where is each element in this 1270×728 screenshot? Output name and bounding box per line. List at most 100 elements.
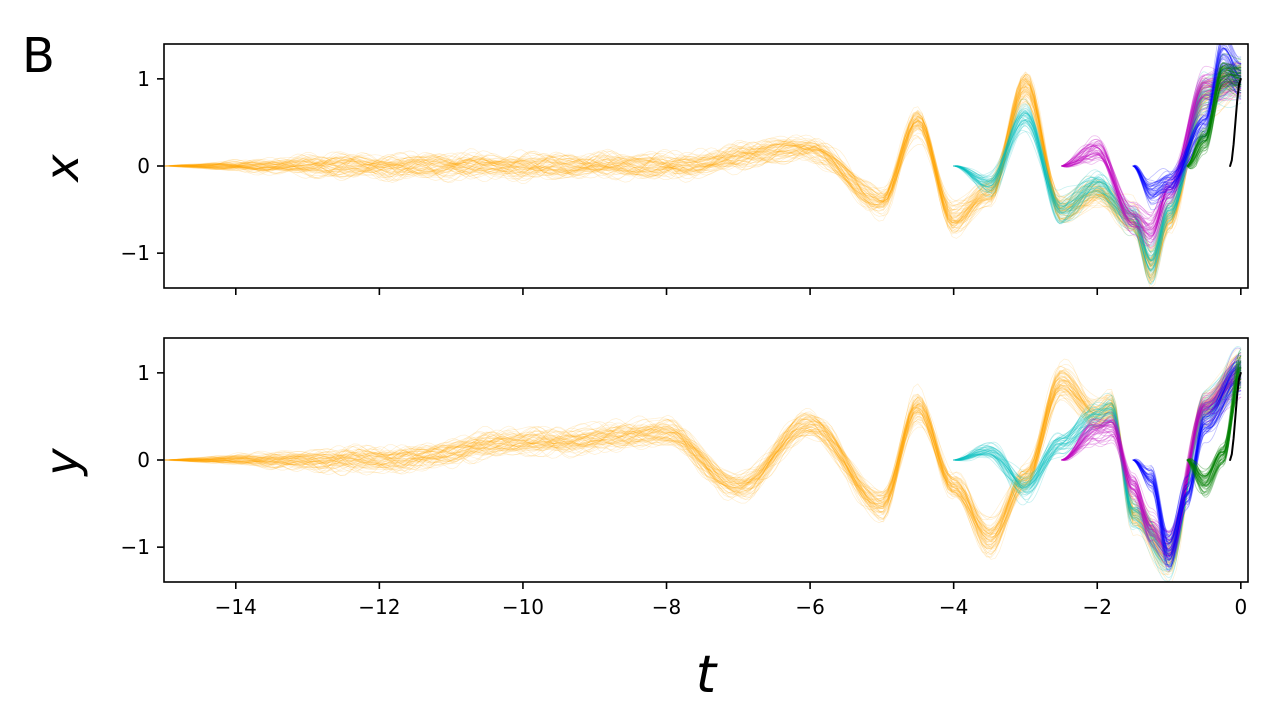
cyan-trajectory [953,377,1242,556]
blue-trajectory [1132,371,1242,562]
cyan-trajectory [953,76,1242,270]
magenta-trajectory [1061,377,1242,552]
magenta-trajectory [1061,389,1242,532]
bottom-ticks: −14 −12 −10 −8 −6 −4 −2 0−101 [121,361,1248,619]
magenta-trajectory [1061,363,1242,557]
orange-trajectory [164,376,1242,556]
magenta-trajectory [1061,97,1242,213]
magenta-trajectory [1061,361,1242,556]
cyan-trajectory [953,366,1242,566]
green-trajectory [1186,65,1242,167]
cyan-trajectory [953,70,1242,271]
orange-trajectory [164,369,1242,564]
orange-trajectory [164,79,1242,267]
green-trajectory [1186,365,1242,497]
blue-trajectory [1132,44,1242,204]
green-trajectory [1186,376,1242,478]
blue-trajectory [1132,70,1242,184]
cyan-trajectory [953,75,1242,262]
cyan-trajectory [953,74,1242,262]
blue-trajectory [1132,68,1242,187]
magenta-trajectory [1061,76,1242,229]
blue-trajectory [1132,367,1242,557]
green-trajectory [1186,367,1242,480]
orange-trajectory [164,377,1242,545]
magenta-trajectory [1061,375,1242,548]
cyan-trajectory [953,366,1242,564]
blue-trajectory [1132,364,1242,557]
magenta-trajectory [1061,73,1242,235]
magenta-trajectory [1061,74,1242,243]
blue-trajectory [1132,47,1242,192]
orange-trajectory [164,78,1242,261]
blue-trajectory [1132,44,1242,196]
orange-trajectory [164,71,1242,277]
cyan-trajectory [953,86,1242,257]
blue-trajectory [1132,374,1242,541]
magenta-trajectory [1061,366,1242,558]
panel-label: B [22,28,55,84]
orange-trajectory [164,372,1242,544]
blue-trajectory [1132,370,1242,542]
magenta-trajectory [1061,78,1242,237]
orange-trajectory [164,84,1242,259]
cyan-trajectory [953,89,1242,261]
black-trajectory [1229,77,1242,167]
green-trajectory [1186,368,1242,498]
cyan-trajectory [953,78,1242,261]
orange-trajectory [164,61,1242,284]
magenta-trajectory [1061,378,1242,551]
magenta-trajectory [1061,81,1242,228]
green-trajectory [1186,74,1242,167]
magenta-trajectory [1061,74,1242,232]
cyan-trajectory [953,372,1242,553]
blue-trajectory [1132,47,1242,197]
cyan-trajectory [953,350,1242,582]
magenta-trajectory [1061,379,1242,548]
cyan-trajectory [953,376,1242,553]
green-trajectory [1186,79,1242,167]
orange-trajectory [164,74,1242,272]
orange-trajectory [164,381,1242,554]
magenta-trajectory [1061,90,1242,216]
y-tick-label: 0 [137,154,150,178]
orange-trajectory [164,354,1242,567]
cyan-trajectory [953,375,1242,557]
blue-trajectory [1132,58,1242,189]
cyan-trajectory [953,93,1242,247]
magenta-trajectory [1061,367,1242,557]
blue-trajectory [1132,44,1242,199]
orange-trajectory [164,355,1242,568]
orange-trajectory [164,370,1242,558]
green-trajectory [1186,386,1242,482]
orange-trajectory [164,364,1242,561]
blue-trajectory [1132,63,1242,206]
green-trajectory [1186,366,1242,480]
bottom-xlabel: t [696,645,718,705]
cyan-trajectory [953,73,1242,261]
green-trajectory [1186,64,1242,169]
cyan-trajectory [953,365,1242,570]
orange-trajectory [164,73,1242,275]
blue-trajectory [1132,44,1242,211]
y-tick-label: −1 [121,241,150,265]
orange-trajectory [164,78,1242,262]
orange-trajectory [164,78,1242,267]
cyan-trajectory [953,72,1242,265]
orange-trajectory [164,61,1242,277]
orange-trajectory [164,65,1242,282]
orange-trajectory [164,367,1242,566]
bottom-ylabel: y [35,448,89,478]
magenta-trajectory [1061,76,1242,229]
bottom-trajectories [164,346,1242,582]
green-trajectory [1186,370,1242,483]
orange-trajectory [164,367,1242,564]
cyan-trajectory [953,77,1242,272]
green-trajectory [1186,69,1242,168]
green-trajectory [1186,355,1242,485]
orange-trajectory [164,77,1242,269]
green-trajectory [1186,355,1242,486]
blue-trajectory [1132,44,1242,199]
green-trajectory [1186,68,1242,167]
